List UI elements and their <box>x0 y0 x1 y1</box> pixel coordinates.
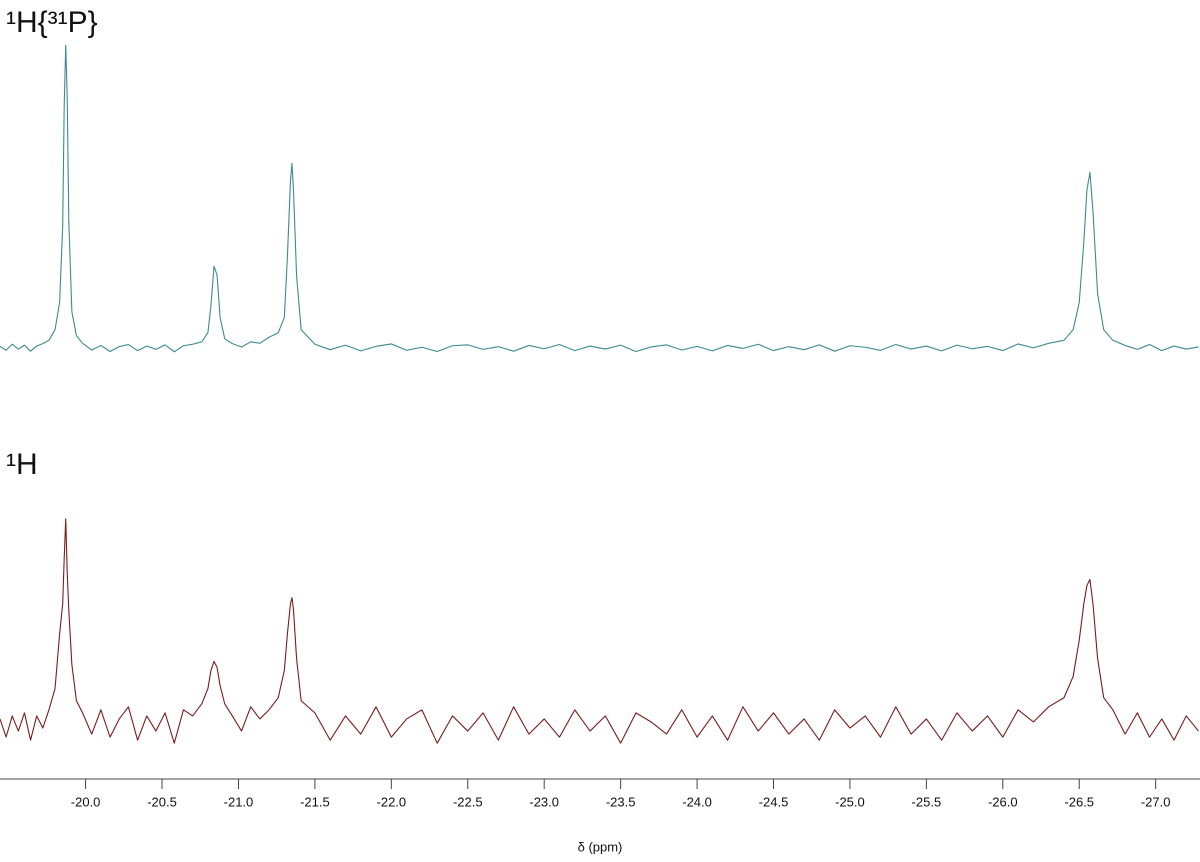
x-tick-label: -24.0 <box>682 794 712 809</box>
x-tick-label: -20.0 <box>71 794 101 809</box>
x-tick-label: -21.5 <box>300 794 330 809</box>
x-tick-label: -20.5 <box>147 794 177 809</box>
x-tick-label: -23.5 <box>606 794 636 809</box>
panel-title: ¹H <box>6 448 38 481</box>
x-axis-label: δ (ppm) <box>578 839 623 854</box>
x-tick-label: -23.0 <box>529 794 559 809</box>
x-tick-label: -22.0 <box>377 794 407 809</box>
panel-title: ¹H{³¹P} <box>6 6 98 39</box>
x-tick-label: -24.5 <box>759 794 789 809</box>
x-tick-label: -25.5 <box>912 794 942 809</box>
x-tick-label: -22.5 <box>453 794 483 809</box>
spectrum-trace <box>0 518 1199 744</box>
x-tick-label: -21.0 <box>224 794 254 809</box>
x-tick-label: -27.0 <box>1141 794 1171 809</box>
x-tick-label: -26.5 <box>1064 794 1094 809</box>
x-tick-label: -25.0 <box>835 794 865 809</box>
x-tick-label: -26.0 <box>988 794 1018 809</box>
spectrum-trace <box>0 44 1199 353</box>
